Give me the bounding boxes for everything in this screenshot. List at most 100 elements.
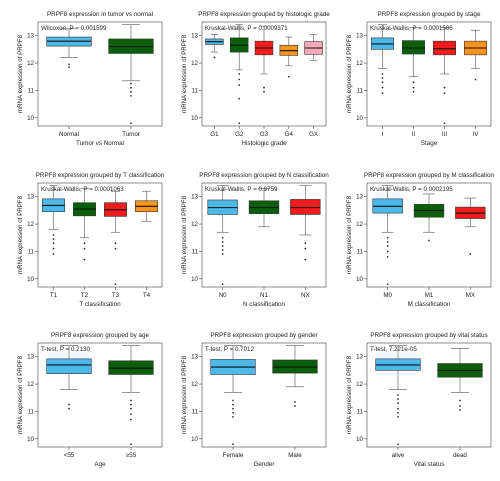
x-tick-label: I (382, 131, 384, 138)
x-tick-label: M0 (383, 292, 392, 299)
box-iv (464, 29, 487, 81)
x-tick-label: alive (392, 452, 405, 459)
outlier-point (130, 86, 132, 89)
outlier-point (232, 415, 234, 418)
y-tick-label: 10 (27, 436, 34, 443)
y-axis-label: mRNA expression of PRPF8 (17, 355, 24, 434)
y-tick-label: 10 (27, 115, 34, 122)
outlier-point (68, 407, 70, 410)
test-annotation: T-test, 7.221e-05 (370, 346, 417, 353)
y-tick-label: 13 (191, 354, 198, 361)
box-m0 (372, 185, 403, 286)
x-tick-label: Female (223, 452, 244, 459)
y-tick-label: 13 (27, 354, 34, 361)
box-alive (375, 345, 421, 446)
x-tick-label: N1 (260, 292, 268, 299)
outlier-point (381, 92, 384, 95)
outlier-point (238, 84, 241, 86)
x-tick-label: M1 (425, 292, 434, 299)
test-annotation: Kruskal-Wallis, P = 0.9759 (205, 186, 278, 193)
box-t4 (135, 190, 158, 222)
outlier-point (130, 94, 132, 97)
chart-title: PRPF8 expression grouped by stage (378, 11, 481, 18)
outlier-point (114, 247, 117, 250)
chart-title: PRPF8 expression grouped by N classifica… (199, 172, 329, 179)
chart-title: PRPF8 expression grouped by gender (210, 332, 317, 339)
box-tumor (108, 24, 154, 125)
outlier-point (232, 411, 234, 414)
chart-panel-9: PRPF8 expression grouped by vital status… (346, 332, 492, 468)
outlier-point (443, 86, 446, 89)
outlier-point (52, 234, 55, 236)
outlier-point (130, 82, 132, 85)
box-i (371, 24, 394, 95)
outlier-point (397, 394, 399, 396)
x-axis-label: M classification (408, 301, 451, 308)
outlier-point (294, 400, 296, 403)
y-axis-label: mRNA expression of PRPF8 (181, 355, 188, 434)
outlier-point (397, 415, 399, 418)
outlier-point (443, 92, 446, 95)
y-tick-label: 13 (191, 194, 198, 201)
x-axis-label: Gender (253, 461, 274, 468)
outlier-point (397, 398, 399, 401)
outlier-point (130, 407, 132, 410)
y-axis-label: mRNA expression of PRPF8 (17, 34, 24, 113)
outlier-point (386, 283, 389, 286)
y-axis-label: mRNA expression of PRPF8 (181, 34, 188, 113)
y-tick-label: 11 (357, 408, 364, 415)
outlier-point (412, 86, 415, 89)
chart-title: PRPF8 expression grouped by vital status (370, 332, 487, 339)
box-male (272, 345, 318, 407)
outlier-point (459, 405, 461, 407)
box-iii (433, 27, 456, 125)
x-tick-label: MX (466, 292, 475, 299)
outlier-point (238, 97, 241, 100)
box-t1 (42, 185, 65, 256)
outlier-point (232, 443, 234, 446)
plot-frame (366, 342, 492, 448)
box-ii (402, 27, 425, 93)
chart-panel-6: PRPF8 expression grouped by M classifica… (346, 172, 495, 308)
x-tick-label: II (412, 131, 416, 138)
outlier-point (130, 90, 132, 93)
outlier-point (381, 86, 384, 89)
outlier-point (52, 238, 55, 241)
y-axis-label: mRNA expression of PRPF8 (346, 34, 353, 113)
outlier-point (412, 81, 415, 84)
outlier-point (304, 258, 307, 261)
x-tick-label: Normal (59, 131, 79, 138)
y-tick-label: 13 (27, 33, 34, 40)
y-tick-label: 10 (356, 276, 363, 283)
x-tick-label: Male (288, 452, 302, 459)
outlier-point (428, 239, 430, 242)
outlier-point (386, 250, 389, 253)
x-axis-label: Vital status (414, 461, 445, 468)
outlier-point (232, 403, 234, 406)
box-nx (290, 185, 321, 261)
y-axis-label: mRNA expression of PRPF8 (181, 195, 188, 274)
box-female (210, 345, 256, 446)
outlier-point (221, 240, 224, 243)
y-tick-label: 10 (356, 436, 363, 443)
outlier-point (381, 77, 384, 80)
x-tick-label: Tumor (122, 131, 140, 138)
outlier-point (287, 75, 290, 78)
outlier-point (304, 242, 307, 245)
x-tick-label: G2 (235, 131, 244, 138)
outlier-point (52, 242, 55, 245)
outlier-point (221, 283, 224, 286)
box-n0 (207, 185, 238, 286)
outlier-point (459, 399, 461, 402)
y-tick-label: 12 (27, 381, 34, 388)
y-tick-label: 11 (357, 87, 364, 94)
x-tick-label: T2 (81, 292, 89, 299)
outlier-point (469, 253, 472, 256)
outlier-point (397, 402, 399, 405)
box-m1 (413, 193, 445, 242)
chart-title: PRPF8 expression grouped by histologic g… (198, 11, 330, 18)
outlier-point (130, 399, 132, 402)
plot-frame (366, 21, 492, 127)
plot-frame (37, 182, 163, 288)
x-axis-label: Stage (421, 140, 438, 147)
